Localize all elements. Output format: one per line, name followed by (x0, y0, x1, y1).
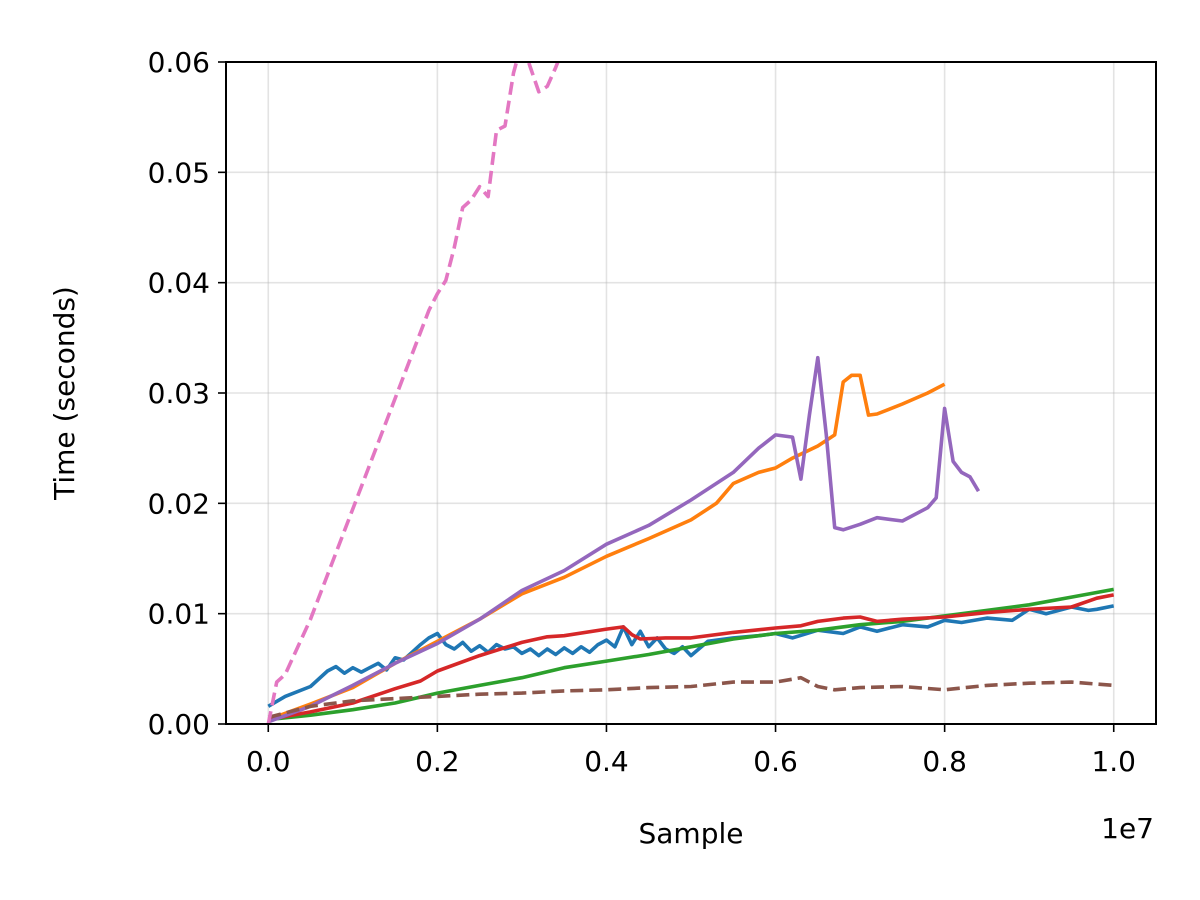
grid (226, 61, 1156, 725)
series-line-3 (268, 587, 1115, 722)
y-tick-label: 0.05 (148, 156, 210, 189)
x-tick-label: 1.0 (1091, 745, 1136, 778)
y-tick-label: 0.02 (148, 487, 210, 520)
x-tick-label: 0.8 (922, 745, 967, 778)
y-tick-label: 0.00 (148, 708, 210, 741)
series-line-5 (267, 355, 981, 724)
series-group (266, 62, 1115, 724)
y-tick-label: 0.01 (148, 598, 210, 631)
x-tick-label: 0.0 (246, 745, 291, 778)
x-axis-offset-label: 1e7 (1101, 812, 1154, 845)
y-tick-label: 0.06 (148, 46, 210, 79)
y-axis-label: Time (seconds) (48, 286, 81, 501)
series-line-6 (267, 675, 1114, 720)
series-line-1 (267, 604, 1115, 708)
x-tick-label: 0.6 (753, 745, 798, 778)
x-tick-label: 0.2 (415, 745, 460, 778)
y-tick-label: 0.04 (148, 267, 210, 300)
ticks: 0.0 0.2 0.4 0.6 0.8 1.0 0.00 0.01 0.02 0.03 0.04 0.… (148, 46, 1136, 778)
x-tick-label: 0.4 (584, 745, 629, 778)
y-tick-label: 0.03 (148, 377, 210, 410)
x-axis-label: Sample (639, 817, 744, 850)
series-line-4 (267, 593, 1115, 722)
series-line-7 (266, 62, 560, 724)
